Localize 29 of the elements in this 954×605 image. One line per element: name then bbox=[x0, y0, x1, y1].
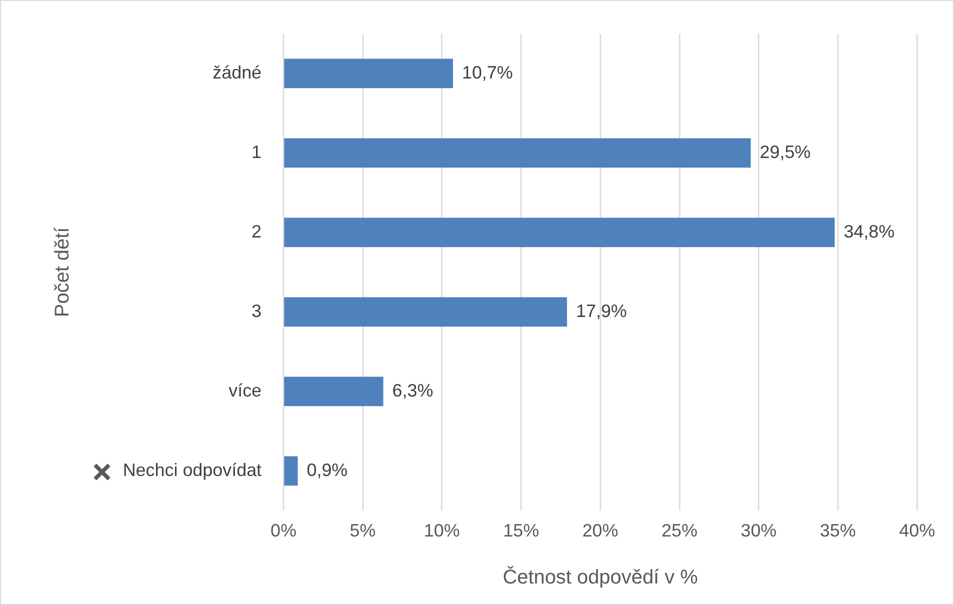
bar bbox=[284, 456, 298, 486]
y-tick-label: 3 bbox=[252, 300, 262, 321]
bar bbox=[284, 58, 453, 88]
data-label: 6,3% bbox=[392, 380, 434, 400]
x-tick-label: 40% bbox=[899, 520, 936, 540]
x-tick-label: 35% bbox=[820, 520, 856, 540]
data-label: 34,8% bbox=[844, 221, 895, 242]
y-tick-label: Nechci odpovídat bbox=[122, 460, 262, 480]
y-axis-title: Počet dětí bbox=[51, 226, 74, 318]
x-tick-label: 15% bbox=[503, 520, 540, 540]
x-tick-label: 25% bbox=[662, 520, 698, 540]
y-tick-label: 1 bbox=[252, 142, 262, 162]
data-label: 0,9% bbox=[306, 460, 348, 480]
y-tick-label: žádné bbox=[212, 62, 262, 82]
x-tick-label: 0% bbox=[270, 520, 297, 540]
data-label: 29,5% bbox=[760, 142, 811, 162]
bar bbox=[284, 297, 568, 327]
y-tick-label: více bbox=[228, 380, 262, 400]
x-tick-label: 20% bbox=[582, 520, 618, 540]
x-tick-label: 5% bbox=[350, 520, 376, 540]
data-label: 17,9% bbox=[576, 300, 627, 321]
bar bbox=[284, 376, 384, 406]
y-tick-label: 2 bbox=[252, 221, 262, 242]
bar bbox=[284, 138, 751, 168]
x-axis-title: Četnost odpovědí v % bbox=[502, 566, 698, 589]
data-label: 10,7% bbox=[462, 62, 513, 82]
x-tick-label: 10% bbox=[424, 520, 460, 540]
x-tick-label: 30% bbox=[740, 520, 777, 540]
bar bbox=[284, 218, 835, 248]
